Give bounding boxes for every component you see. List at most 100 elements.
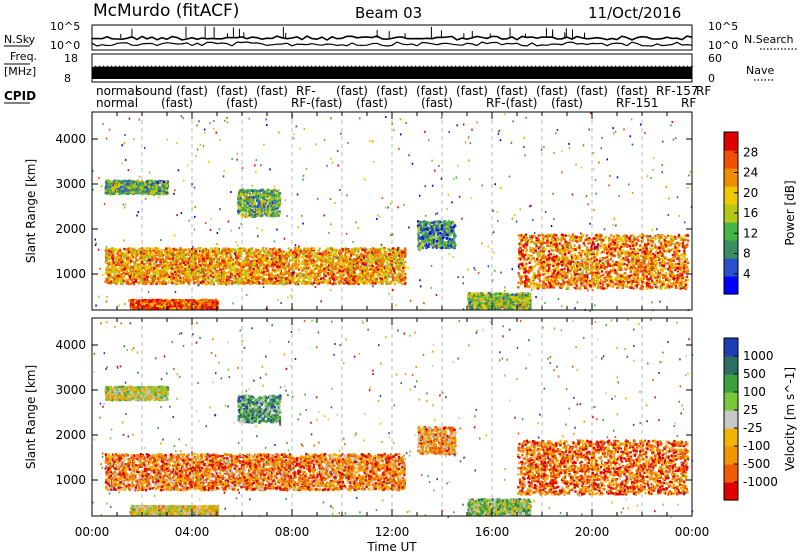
data-cell [181, 272, 183, 274]
nsearch-tick-low: 10^0 [708, 39, 738, 52]
beam-title: Beam 03 [355, 4, 422, 22]
data-cell [256, 256, 258, 258]
data-cell [135, 268, 137, 270]
data-cell [348, 280, 350, 282]
data-cell [275, 251, 277, 253]
data-cell [402, 263, 404, 265]
data-cell [380, 280, 382, 282]
data-cell [239, 272, 241, 274]
data-cell [345, 281, 347, 283]
data-cell [276, 258, 278, 260]
data-cell [280, 278, 282, 280]
data-cell [153, 248, 155, 250]
data-cell [341, 273, 343, 275]
data-cell [158, 264, 160, 266]
data-cell [310, 259, 312, 261]
data-cell [375, 268, 377, 270]
nsearch-tick-high: 10^5 [708, 20, 738, 33]
data-cell [289, 251, 291, 253]
data-cell [141, 276, 143, 278]
data-cell [136, 189, 138, 191]
data-cell [211, 254, 213, 256]
data-cell [315, 253, 317, 255]
data-cell [327, 272, 329, 274]
data-cell [204, 268, 206, 270]
data-cell [392, 273, 394, 275]
data-cell [138, 267, 140, 269]
data-cell [341, 275, 343, 277]
data-cell [353, 276, 355, 278]
data-cell [372, 261, 374, 263]
data-cell [279, 275, 281, 277]
data-cell [268, 282, 270, 284]
data-cell [328, 267, 330, 269]
data-cell [221, 257, 223, 259]
data-cell [150, 192, 152, 194]
data-cell [238, 278, 240, 280]
data-cell [130, 253, 132, 255]
data-cell [151, 274, 153, 276]
data-cell [183, 269, 185, 271]
data-cell [397, 247, 399, 249]
data-cell [366, 267, 368, 269]
data-cell [239, 281, 241, 283]
data-cell [188, 272, 190, 274]
data-cell [109, 186, 111, 188]
data-cell [324, 272, 326, 274]
data-cell [211, 261, 213, 263]
data-cell [315, 263, 317, 265]
data-cell [274, 275, 276, 277]
data-cell [218, 253, 220, 255]
data-cell [350, 283, 352, 285]
data-cell [219, 276, 221, 278]
data-cell [393, 270, 395, 272]
data-cell [276, 282, 278, 284]
data-cell [231, 269, 233, 271]
data-cell [151, 180, 153, 182]
data-cell [191, 268, 193, 270]
data-cell [236, 262, 238, 264]
data-cell [145, 283, 147, 285]
data-cell [381, 274, 383, 276]
data-cell [365, 253, 367, 255]
data-cell [388, 253, 390, 255]
data-cell [361, 266, 363, 268]
data-cell [144, 268, 146, 270]
data-cell [106, 248, 108, 250]
data-cell [301, 269, 303, 271]
data-cell [256, 278, 258, 280]
data-cell [114, 186, 116, 188]
data-cell [291, 281, 293, 283]
data-cell [297, 264, 299, 266]
data-cell [352, 274, 354, 276]
data-cell [375, 261, 377, 263]
data-cell [309, 276, 311, 278]
data-cell [185, 271, 187, 273]
data-cell [265, 253, 267, 255]
data-cell [121, 190, 123, 192]
data-cell [337, 267, 339, 269]
data-cell [216, 261, 218, 263]
data-cell [206, 264, 208, 266]
data-cell [284, 268, 286, 270]
data-cell [140, 270, 142, 272]
data-cell [123, 185, 125, 187]
data-cell [172, 282, 174, 284]
data-cell [113, 281, 115, 283]
data-cell [266, 257, 268, 259]
data-cell [183, 249, 185, 251]
data-cell [279, 260, 281, 262]
data-cell [291, 260, 293, 262]
data-cell [207, 275, 209, 277]
data-cell [127, 267, 129, 269]
data-cell [219, 272, 221, 274]
data-cell [374, 255, 376, 257]
data-cell [275, 277, 277, 279]
data-cell [176, 277, 178, 279]
data-cell [266, 279, 268, 281]
data-cell [374, 252, 376, 254]
data-cell [305, 251, 307, 253]
data-cell [235, 249, 237, 251]
data-cell [402, 279, 404, 281]
data-cell [283, 263, 285, 265]
